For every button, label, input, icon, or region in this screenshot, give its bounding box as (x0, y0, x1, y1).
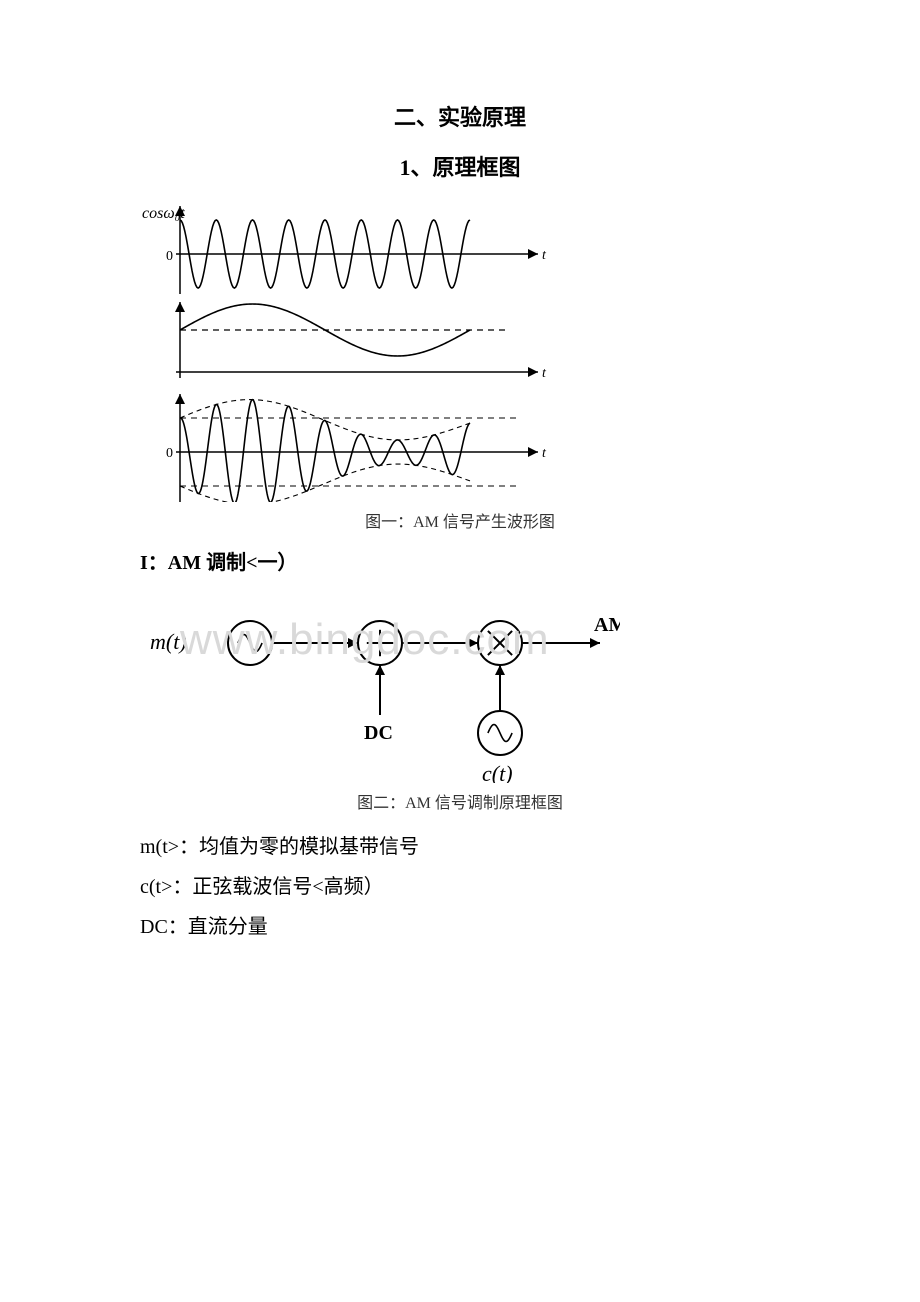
section-I-label: I：AM 调制<一） (140, 546, 780, 575)
heading-main: 二、实验原理 (140, 100, 780, 132)
svg-text:DC: DC (364, 722, 393, 744)
figure-1: cosω₀t 0 t t 0 t 图一：AM 信号产生波形图 (140, 202, 780, 532)
svg-text:cosω₀t: cosω₀t (142, 205, 185, 222)
svg-text:m(t): m(t) (150, 629, 187, 654)
fig1-caption: 图一：AM 信号产生波形图 (140, 508, 780, 532)
svg-text:0: 0 (166, 249, 173, 264)
fig2-svg: m(t) DC c(t) AM (140, 583, 620, 783)
svg-text:t: t (542, 446, 547, 461)
desc-mt: m(t>：均值为零的模拟基带信号 (140, 827, 780, 867)
svg-text:0: 0 (166, 446, 173, 461)
heading-sub: 1、原理框图 (140, 150, 780, 182)
fig1-svg: cosω₀t 0 t t 0 t (140, 202, 560, 502)
svg-text:c(t): c(t) (482, 761, 513, 783)
svg-text:t: t (542, 248, 547, 263)
desc-dc: DC：直流分量 (140, 907, 780, 947)
figure-2: m(t) DC c(t) AM 图二：AM 信号调制原理框图 (140, 583, 780, 813)
desc-ct: c(t>：正弦载波信号<高频） (140, 867, 780, 907)
svg-text:AM: AM (594, 614, 620, 636)
fig2-caption: 图二：AM 信号调制原理框图 (140, 789, 780, 813)
svg-text:t: t (542, 366, 547, 381)
